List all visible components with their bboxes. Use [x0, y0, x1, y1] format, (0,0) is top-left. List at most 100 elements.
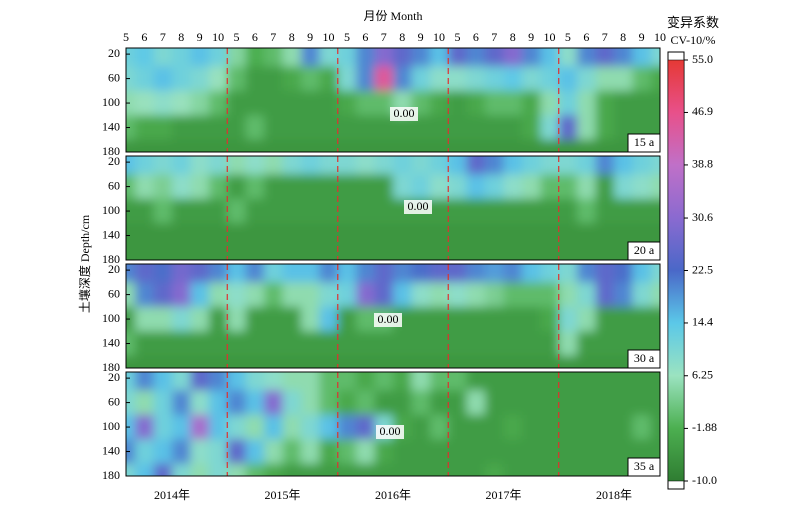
heatmap-cell [466, 264, 486, 283]
panel-frame [125, 155, 661, 261]
heatmap-cell [485, 66, 504, 92]
heatmap-cell [356, 156, 376, 175]
heatmap-cell [356, 90, 376, 116]
heatmap-cell [613, 264, 633, 283]
heatmap-cell [650, 306, 660, 332]
colorbar-tick-label: 55.0 [692, 52, 713, 66]
heatmap-cell [503, 439, 523, 465]
heatmap-cell [595, 355, 615, 368]
heatmap-cell [429, 156, 449, 175]
heatmap-cell [245, 115, 265, 141]
heatmap-cell [319, 223, 339, 249]
heatmap-cell [319, 198, 339, 224]
heatmap-cell [540, 174, 560, 200]
heatmap-cell [126, 174, 136, 200]
heatmap-cell [282, 66, 302, 92]
heatmap-cell [466, 115, 486, 141]
heatmap-cell [411, 115, 431, 141]
heatmap-cell [282, 156, 302, 175]
heatmap-cell [135, 282, 155, 308]
heatmap-cell [374, 223, 394, 249]
heatmap-cells [126, 48, 660, 152]
colorbar-unit: CV-10/% [671, 33, 716, 47]
heatmap-cell [577, 463, 597, 476]
heatmap-cell [558, 439, 578, 465]
heatmap-cell [632, 66, 652, 92]
heatmap-cell [595, 48, 615, 67]
heatmap-cell [485, 90, 504, 116]
heatmap-cell [650, 115, 660, 141]
heatmap-cell [374, 463, 394, 476]
heatmap-cell [448, 198, 468, 224]
y-tick-label: 140 [102, 335, 120, 349]
heatmap-cell [319, 390, 339, 416]
heatmap-cell [319, 247, 339, 260]
heatmap-cell [245, 414, 265, 440]
heatmap-cell [466, 306, 486, 332]
heatmap-cell [153, 174, 173, 200]
heatmap-cell [503, 390, 523, 416]
heatmap-cell [393, 139, 412, 152]
heatmap-cell [411, 223, 431, 249]
y-tick-label: 140 [102, 227, 120, 241]
heatmap-cell [356, 139, 376, 152]
heatmap-cell [135, 66, 155, 92]
x-tick-label: 9 [639, 30, 645, 44]
panel-label: 35 a [634, 459, 655, 473]
heatmap-cell [521, 331, 541, 357]
heatmap-cell [448, 390, 468, 416]
heatmap-cell [577, 247, 597, 260]
heatmap-cell [245, 390, 265, 416]
heatmap-cell [208, 463, 228, 476]
heatmap-cell [429, 372, 449, 391]
heatmap-cell [300, 463, 320, 476]
heatmap-cell [300, 372, 320, 391]
heatmap-cell [153, 414, 173, 440]
heatmap-cell [264, 414, 284, 440]
y-tick-label: 60 [108, 394, 120, 408]
heatmap-cell [300, 355, 320, 368]
heatmap-cell [172, 264, 191, 283]
heatmap-cell [521, 439, 541, 465]
x-tick-label: 7 [381, 30, 387, 44]
heatmap-cell [126, 306, 136, 332]
heatmap-cell [227, 414, 247, 440]
heatmap-cell [208, 355, 228, 368]
heatmap-cell [282, 414, 302, 440]
heatmap-cell [558, 414, 578, 440]
heatmap-cell [245, 306, 265, 332]
heatmap-cell [282, 174, 302, 200]
heatmap-cell [540, 439, 560, 465]
heatmap-cell [411, 355, 431, 368]
heatmap-cell [337, 439, 357, 465]
panel-label-box [627, 457, 661, 477]
heatmap-cell [208, 264, 228, 283]
heatmap-cell [448, 156, 468, 175]
heatmap-cell [300, 174, 320, 200]
heatmap-cell [374, 390, 394, 416]
heatmap-cell [374, 247, 394, 260]
heatmap-cell [172, 223, 191, 249]
heatmap-cell [485, 156, 504, 175]
heatmap-cell [300, 439, 320, 465]
heatmap-cell [429, 439, 449, 465]
heatmap-cell [577, 174, 597, 200]
heatmap-cell [650, 90, 660, 116]
heatmap-cell [540, 156, 560, 175]
heatmap-cell [613, 90, 633, 116]
panel-label-box [627, 133, 661, 153]
heatmap-cell [245, 247, 265, 260]
heatmap-cell [172, 198, 191, 224]
heatmap-cell [503, 355, 523, 368]
heatmap-cell [466, 372, 486, 391]
heatmap-cell [245, 66, 265, 92]
x-tick-label: 9 [418, 30, 424, 44]
heatmap-cell [521, 264, 541, 283]
panel [126, 372, 660, 476]
heatmap-cell [126, 198, 136, 224]
heatmap-cell [503, 48, 523, 67]
heatmap-cell [126, 66, 136, 92]
heatmap-cell [172, 139, 191, 152]
heatmap-cell [503, 247, 523, 260]
heatmap-cell [153, 66, 173, 92]
